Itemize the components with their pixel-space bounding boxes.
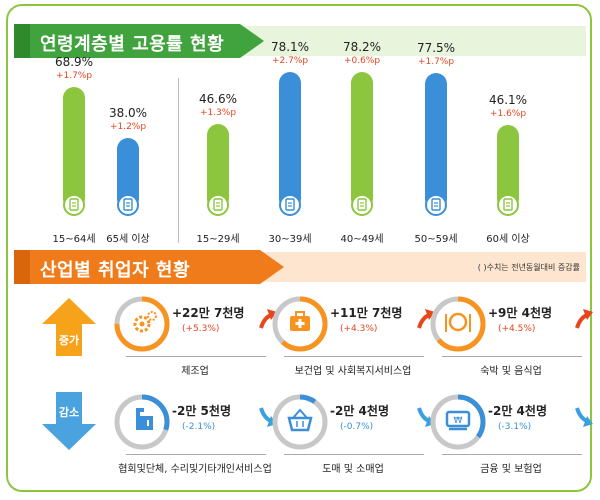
bar-change-label: +1.7%p: [417, 57, 455, 67]
bar-category-label: 15~29세: [196, 234, 240, 245]
atm-card-icon: ₩: [445, 410, 471, 431]
industry-decrease-item: -2만 5천명 (-2.1%) 협회및단체, 수리및기타개인서비스업: [112, 392, 278, 482]
industry-underline: [284, 356, 424, 357]
industry-name: 금융 및 보험업: [480, 464, 542, 475]
industry-underline: [284, 454, 424, 455]
industry-underline: [442, 356, 582, 357]
industry-ring-icon: [430, 296, 486, 352]
bar-50~59세: [425, 73, 447, 210]
industry-underline: [442, 454, 582, 455]
bar-category-label: 65세 이상: [106, 234, 150, 245]
industry-ring-icon: [272, 296, 328, 352]
industry-change-value: +11만 7천명: [330, 306, 403, 320]
document-icon: [63, 194, 85, 216]
increase-label: 증가: [42, 298, 96, 356]
section2-banner-background: [260, 252, 586, 282]
svg-text:₩: ₩: [454, 416, 463, 426]
curved-down-arrow-icon: [574, 406, 594, 428]
industry-ring-icon: [114, 296, 170, 352]
industry-ring-icon: [114, 394, 170, 450]
bar-category-label: 15~64세: [52, 234, 96, 245]
bar-change-label: +0.6%p: [343, 56, 381, 66]
section1-banner-background: [230, 26, 586, 56]
industry-increase-item: +9만 4천명 (+4.5%) 숙박 및 음식업: [428, 294, 594, 384]
industry-underline: [126, 356, 266, 357]
industry-name: 제조업: [181, 366, 209, 377]
bar-change-label: +1.3%p: [199, 108, 237, 118]
industry-decrease-item: ₩ -2만 4천명 (-3.1%) 금융 및 보험업: [428, 392, 594, 482]
industry-ring-icon: ₩: [430, 394, 486, 450]
bar-change-label: +1.6%p: [489, 109, 527, 119]
curved-up-arrow-icon: [574, 308, 594, 330]
bar-value-label: 38.0%: [108, 106, 148, 120]
document-icon: [497, 194, 519, 216]
bar-30~39세: [279, 72, 301, 210]
decrease-label: 감소: [42, 392, 96, 450]
bar-category-label: 40~49세: [340, 234, 384, 245]
industry-change-rate: (+5.3%): [182, 324, 220, 334]
industry-change-rate: (+4.5%): [498, 324, 536, 334]
industry-name: 보건업 및 사회복지서비스업: [294, 366, 412, 377]
bar-15~29세: [207, 124, 229, 210]
industry-change-rate: (-3.1%): [498, 422, 532, 432]
section2-banner: 산업별 취업자 현황: [14, 250, 284, 284]
industry-change-value: +22만 7천명: [172, 306, 245, 320]
down-arrow-icon: [42, 392, 96, 450]
section2-title: 산업별 취업자 현황: [40, 260, 191, 281]
bar-15~64세: [63, 87, 85, 210]
industry-increase-item: +11만 7천명 (+4.3%) 보건업 및 사회복지서비스업: [270, 294, 436, 384]
repair-tools-icon: [136, 408, 153, 430]
bar-60세 이상: [497, 125, 519, 210]
bar-value-label: 68.9%: [54, 55, 94, 69]
document-icon: [117, 194, 139, 216]
industry-change-rate: (+4.3%): [340, 324, 378, 334]
curved-up-arrow-icon: [258, 308, 278, 330]
industry-change-value: -2만 4천명: [330, 404, 389, 418]
document-icon: [207, 194, 229, 216]
bar-value-label: 46.6%: [198, 92, 238, 106]
bar-value-label: 46.1%: [488, 93, 528, 107]
document-icon: [351, 194, 373, 216]
bar-category-label: 60세 이상: [486, 234, 530, 245]
bar-value-label: 78.2%: [342, 40, 382, 54]
infographic-frame: [6, 4, 592, 492]
gear-icon: [133, 311, 157, 333]
industry-change-value: +9만 4천명: [488, 306, 553, 320]
document-icon: [425, 194, 447, 216]
up-arrow-icon: [42, 298, 96, 356]
bar-change-label: +2.7%p: [271, 56, 309, 66]
section1-title: 연령계층별 고용률 현황: [40, 34, 225, 55]
industry-change-rate: (-0.7%): [340, 422, 374, 432]
industry-name: 숙박 및 음식업: [480, 366, 542, 377]
chart-divider: [178, 78, 179, 243]
bar-category-label: 50~59세: [414, 234, 458, 245]
first-aid-kit-icon: [290, 311, 310, 331]
industry-underline: [126, 454, 266, 455]
bar-change-label: +1.2%p: [109, 122, 147, 132]
bar-category-label: 30~39세: [268, 234, 312, 245]
industry-change-value: -2만 5천명: [172, 404, 231, 418]
document-icon: [279, 194, 301, 216]
industry-name: 도매 및 소매업: [322, 464, 384, 475]
industry-change-value: -2만 4천명: [488, 404, 547, 418]
section1-banner: 연령계층별 고용률 현황: [14, 24, 264, 58]
shopping-basket-icon: [287, 408, 313, 432]
bar-change-label: +1.7%p: [55, 71, 93, 81]
industry-name: 협회및단체, 수리및기타개인서비스업: [118, 464, 272, 475]
change-rate-note: ( )수치는 전년동월대비 증감률: [477, 263, 580, 272]
curved-up-arrow-icon: [416, 308, 436, 330]
bar-value-label: 77.5%: [416, 41, 456, 55]
industry-change-rate: (-2.1%): [182, 422, 216, 432]
bar-value-label: 78.1%: [270, 40, 310, 54]
bar-65세 이상: [117, 138, 139, 210]
industry-increase-item: +22만 7천명 (+5.3%) 제조업: [112, 294, 278, 384]
bar-40~49세: [351, 72, 373, 210]
industry-decrease-item: -2만 4천명 (-0.7%) 도매 및 소매업: [270, 392, 436, 482]
industry-ring-icon: [272, 394, 328, 450]
dining-icon: [445, 312, 471, 332]
